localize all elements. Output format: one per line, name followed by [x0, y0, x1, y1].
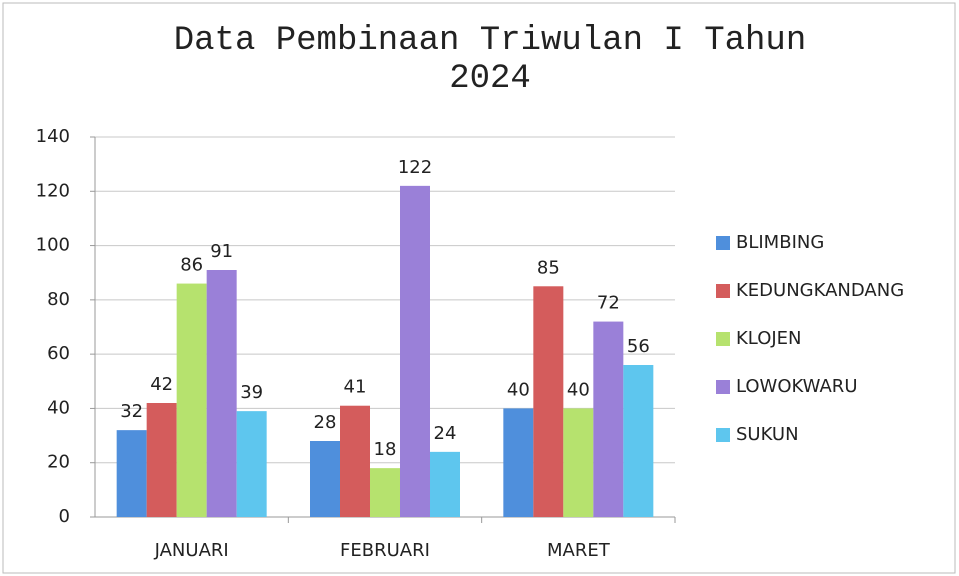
- y-tick-label: 0: [59, 506, 70, 527]
- legend-label: SUKUN: [736, 424, 799, 445]
- bar: [400, 185, 430, 517]
- data-label: 72: [597, 293, 620, 314]
- legend-label: BLIMBING: [736, 232, 824, 253]
- data-label: 41: [344, 377, 367, 398]
- data-label: 40: [507, 379, 530, 400]
- data-label: 91: [210, 241, 233, 262]
- legend-label: KLOJEN: [736, 328, 802, 349]
- legend-label: LOWOKWARU: [736, 376, 858, 397]
- y-tick-label: 20: [47, 452, 70, 473]
- x-tick-label: JANUARI: [154, 540, 229, 561]
- legend-swatch: [716, 284, 730, 298]
- data-label: 28: [314, 412, 337, 433]
- bar: [176, 283, 207, 517]
- data-label: 18: [374, 439, 397, 460]
- legend-swatch: [716, 428, 730, 442]
- bar: [116, 430, 147, 517]
- y-tick-label: 140: [36, 126, 70, 147]
- bar: [430, 451, 460, 517]
- legend-swatch: [716, 332, 730, 346]
- bar: [340, 405, 370, 517]
- legend-swatch: [716, 380, 730, 394]
- x-tick-label: FEBRUARI: [340, 540, 430, 561]
- data-label: 24: [434, 423, 457, 444]
- legend-label: KEDUNGKANDANG: [736, 280, 904, 301]
- bar: [593, 321, 624, 517]
- bar: [533, 286, 564, 517]
- y-tick-label: 60: [47, 343, 70, 364]
- x-tick-label: MARET: [547, 540, 611, 561]
- bar: [563, 408, 594, 517]
- data-label: 86: [180, 255, 203, 276]
- bar: [236, 411, 267, 517]
- data-label: 32: [120, 401, 143, 422]
- bar: [503, 408, 534, 517]
- bar: [623, 365, 654, 517]
- bar: [206, 270, 237, 517]
- y-tick-label: 80: [47, 289, 70, 310]
- bar: [146, 403, 177, 517]
- chart-title: Data Pembinaan Triwulan I Tahun 2024: [173, 22, 807, 98]
- bar: [370, 468, 400, 517]
- data-label: 85: [537, 257, 560, 278]
- data-label: 42: [150, 374, 173, 395]
- data-label: 56: [627, 336, 650, 357]
- y-tick-label: 120: [36, 180, 70, 201]
- data-label: 40: [567, 379, 590, 400]
- bar: [310, 441, 340, 517]
- data-label: 122: [398, 157, 432, 178]
- y-tick-label: 40: [47, 397, 70, 418]
- y-tick-label: 100: [36, 235, 70, 256]
- legend-swatch: [716, 236, 730, 250]
- data-label: 39: [240, 382, 263, 403]
